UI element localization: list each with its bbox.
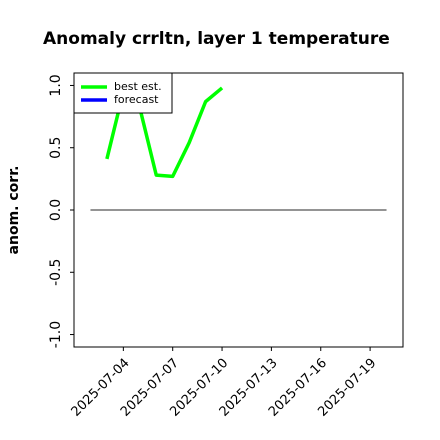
y-tick-label: 0.0 xyxy=(48,199,64,221)
legend-label: forecast xyxy=(114,93,159,106)
legend-label: best est. xyxy=(114,80,162,93)
chart-title: Anomaly crrltn, layer 1 temperature xyxy=(43,29,390,49)
y-tick-label: -0.5 xyxy=(48,259,64,286)
legend: best est.forecast xyxy=(73,72,173,114)
y-tick-label: 1.0 xyxy=(48,74,64,96)
y-axis-label: anom. corr. xyxy=(6,166,22,255)
y-tick-label: 0.5 xyxy=(48,137,64,159)
legend-box xyxy=(73,72,173,114)
y-tick-label: -1.0 xyxy=(48,321,64,348)
